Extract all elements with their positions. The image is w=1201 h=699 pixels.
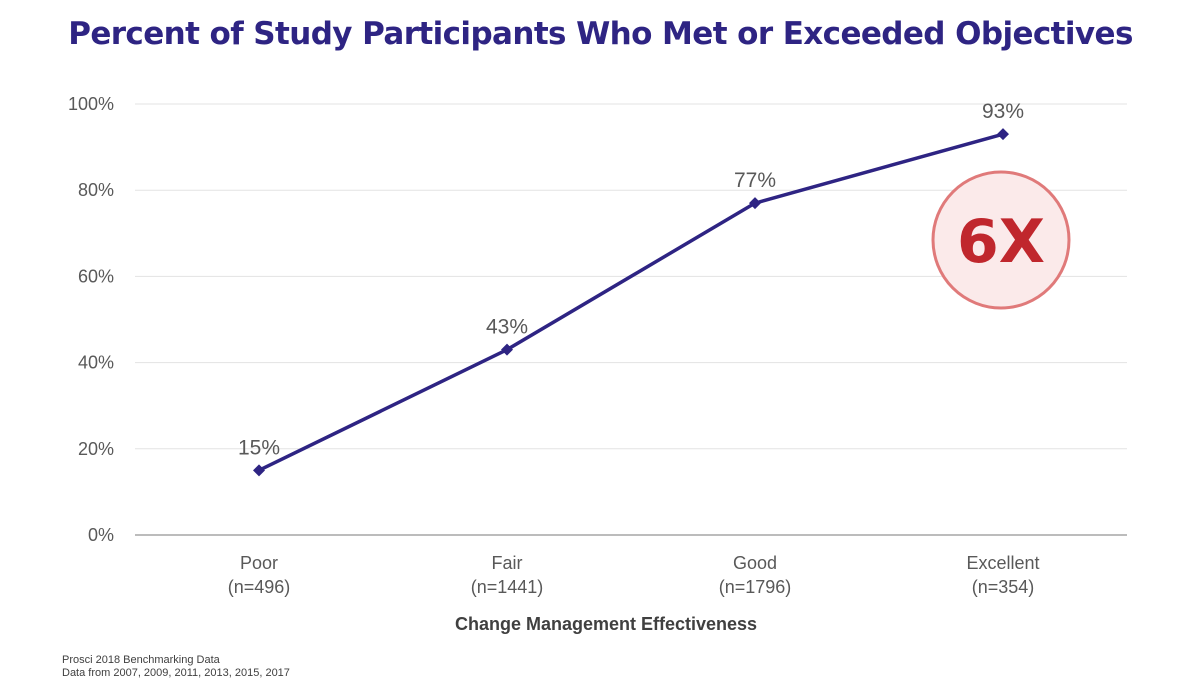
- x-tick-count-good: (n=1796): [719, 577, 792, 597]
- x-tick-label-good: Good: [733, 553, 777, 573]
- data-label-good: 77%: [734, 169, 776, 192]
- data-label-poor: 15%: [238, 436, 280, 459]
- x-tick-count-excellent: (n=354): [972, 577, 1035, 597]
- footnote-years: Data from 2007, 2009, 2011, 2013, 2015, …: [62, 667, 290, 679]
- y-tick-label-80: 80%: [78, 180, 114, 200]
- data-label-excellent: 93%: [982, 100, 1024, 123]
- footnote-source: Prosci 2018 Benchmarking Data: [62, 654, 220, 666]
- y-tick-label-40: 40%: [78, 353, 114, 373]
- x-tick-label-excellent: Excellent: [966, 553, 1039, 573]
- data-point-fair: [501, 343, 513, 356]
- data-label-fair: 43%: [486, 316, 528, 339]
- data-labels: 15% 43% 77% 93%: [238, 100, 1024, 459]
- y-tick-label-60: 60%: [78, 266, 114, 286]
- six-x-badge: 6X: [931, 170, 1071, 310]
- chart-title: Percent of Study Participants Who Met or…: [68, 16, 1133, 52]
- data-markers: [253, 128, 1009, 477]
- y-axis-ticks: 0% 20% 40% 60% 80% 100%: [68, 94, 114, 545]
- y-tick-label-0: 0%: [88, 525, 114, 545]
- badge-text: 6X: [957, 207, 1045, 277]
- badge-circle: [931, 170, 1071, 310]
- y-tick-label-20: 20%: [78, 439, 114, 459]
- data-point-excellent: [997, 128, 1009, 141]
- y-tick-label-100: 100%: [68, 94, 114, 114]
- x-tick-label-fair: Fair: [492, 553, 523, 573]
- x-tick-label-poor: Poor: [240, 553, 278, 573]
- series-line: [258, 132, 1004, 472]
- footnote: Prosci 2018 Benchmarking Data Data from …: [62, 654, 290, 680]
- x-tick-count-poor: (n=496): [228, 577, 291, 597]
- data-point-good: [749, 197, 761, 210]
- series-polyline: [258, 132, 1004, 472]
- x-tick-count-fair: (n=1441): [471, 577, 544, 597]
- x-axis-title: Change Management Effectiveness: [455, 614, 757, 634]
- x-axis-labels: Poor (n=496) Fair (n=1441) Good (n=1796) Excel…: [228, 553, 1040, 597]
- gridlines: [135, 103, 1127, 536]
- data-point-poor: [253, 464, 265, 477]
